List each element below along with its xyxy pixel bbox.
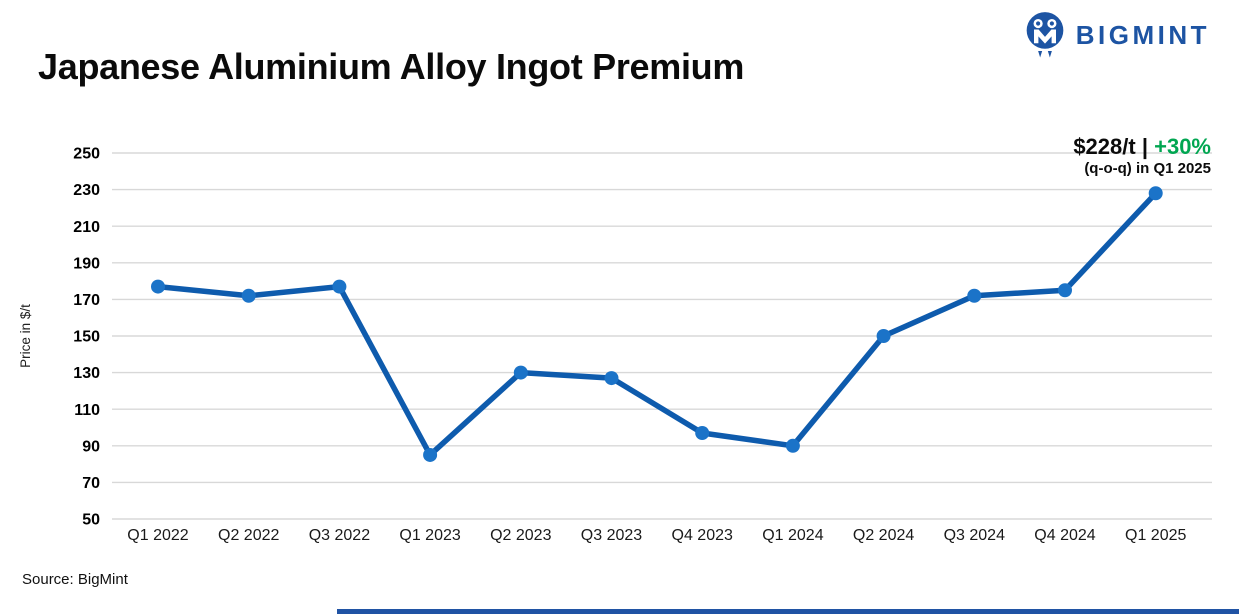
bigmint-logo: BIGMINT	[1023, 11, 1210, 59]
x-tick-label: Q3 2023	[581, 527, 642, 544]
chart-title: Japanese Aluminium Alloy Ingot Premium	[38, 46, 745, 87]
annotation-change: +30%	[1154, 134, 1211, 159]
y-tick-label: 250	[73, 146, 100, 163]
x-tick-label: Q3 2024	[944, 527, 1005, 544]
data-point	[695, 425, 710, 440]
x-tick-label: Q2 2024	[853, 527, 914, 544]
y-tick-label: 170	[73, 292, 100, 309]
data-point	[1148, 186, 1163, 201]
annotation-price: $228/t	[1073, 134, 1136, 159]
data-point	[967, 288, 982, 303]
data-point	[1058, 283, 1072, 298]
bigmint-logo-text: BIGMINT	[1075, 19, 1210, 50]
trend-line	[155, 190, 1159, 458]
y-tick-label: 150	[73, 329, 100, 346]
data-point	[876, 329, 891, 343]
y-tick-label: 50	[82, 512, 100, 529]
y-tick-label: 210	[73, 219, 100, 236]
data-point	[785, 438, 800, 453]
source-label: Source: BigMint	[22, 571, 128, 588]
x-tick-label: Q2 2022	[218, 527, 279, 544]
annotation-headline: $228/t | +30%	[1073, 134, 1211, 159]
y-tick-label: 110	[74, 402, 100, 419]
y-tick-label: 190	[73, 255, 100, 272]
y-axis-title: Price in $/t	[18, 304, 33, 368]
annotation-divider: |	[1141, 134, 1148, 159]
y-tick-label: 70	[82, 475, 100, 492]
x-tick-label: Q4 2023	[672, 527, 733, 544]
line-chart: 250 230 210 190 170 150 130 110 90 70 50 Q1 2022 Q2 …	[0, 128, 1239, 564]
x-tick-label: Q1 2025	[1125, 527, 1186, 544]
data-point	[151, 279, 165, 294]
y-tick-label: 230	[73, 182, 100, 199]
y-tick-label: 130	[73, 365, 100, 382]
x-tick-label: Q1 2022	[127, 527, 188, 544]
x-tick-label: Q4 2024	[1034, 527, 1095, 544]
annotation-detail: (q-o-q) in Q1 2025	[1084, 160, 1211, 178]
footer-accent-bar	[337, 609, 1239, 614]
premium-line-chart-svg: 250 230 210 190 170 150 130 110 90 70 50 Q1 2022 Q2 …	[18, 146, 1212, 544]
y-tick-label: 90	[82, 438, 100, 455]
data-point	[604, 371, 619, 386]
bigmint-owl-icon	[1026, 12, 1064, 58]
data-point	[513, 365, 528, 380]
x-tick-label: Q3 2022	[309, 527, 370, 544]
data-point	[332, 279, 347, 294]
data-point	[241, 288, 256, 303]
x-tick-label: Q2 2023	[490, 527, 551, 544]
data-point	[423, 447, 438, 462]
latest-value-annotation: $228/t | +30% (q-o-q) in Q1 2025	[1073, 134, 1211, 178]
x-tick-label: Q1 2024	[762, 527, 823, 544]
x-tick-label: Q1 2023	[399, 527, 460, 544]
